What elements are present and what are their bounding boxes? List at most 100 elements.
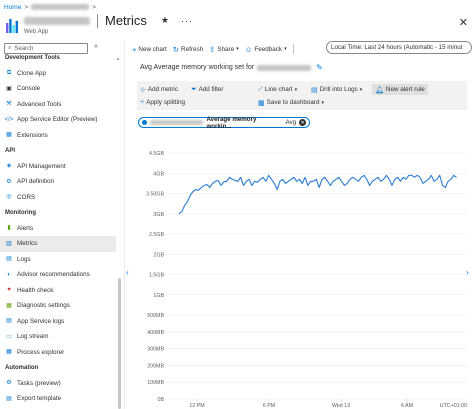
breadcrumb-resource-link[interactable] <box>31 4 90 10</box>
log-stream-icon: ▭ <box>6 333 12 340</box>
breadcrumb-separator: > <box>24 3 29 11</box>
refresh-icon: ↻ <box>172 44 180 54</box>
apply-splitting-button[interactable]: ⑂ Apply splitting <box>140 97 185 108</box>
sidebar-item-label: Tasks (preview) <box>17 379 61 387</box>
sidebar-item-tasks-preview[interactable]: ⚙ Tasks (preview) <box>0 376 116 392</box>
menu-scrollbar-thumb[interactable] <box>118 278 121 409</box>
tasks-icon: ⚙ <box>6 380 12 387</box>
share-button[interactable]: ⇪ Share ▾ <box>209 45 239 54</box>
chart-title[interactable]: Avg Average memory working set for ✎ <box>140 63 323 72</box>
add-metric-button[interactable]: ⊹ Add metric <box>140 84 178 95</box>
sidebar-item-export-template[interactable]: ▤ Export template <box>0 391 116 407</box>
alert-bell-icon: 🔔︎ <box>375 86 384 94</box>
favorite-star-icon[interactable]: ★ <box>160 15 169 25</box>
editor-icon: </> <box>4 116 14 123</box>
menu-section-automation: Automation <box>5 364 39 371</box>
y-tick-label: 200MB <box>147 363 164 369</box>
collapse-menu-icon[interactable]: « <box>94 43 98 50</box>
breadcrumb-home-link[interactable]: Home <box>4 3 22 11</box>
add-metric-label: Add metric <box>147 86 178 93</box>
sidebar-item-label: Clone App <box>17 69 47 77</box>
sidebar-item-logs[interactable]: ▤ Logs <box>0 252 116 268</box>
app-service-logs-icon: ▤ <box>6 318 12 325</box>
logs-icon: ▤ <box>6 256 12 263</box>
sidebar-item-label: API Management <box>17 162 66 170</box>
x-tick-label: Wed 13 <box>332 403 350 409</box>
console-icon: ▣ <box>6 85 12 92</box>
page-title: Metrics <box>105 13 147 28</box>
sidebar-item-label: CORS <box>17 193 36 201</box>
scroll-up-arrow-icon[interactable]: ▲ <box>116 56 120 61</box>
new-alert-rule-button[interactable]: 🔔︎ New alert rule <box>372 84 428 95</box>
search-placeholder: Search <box>14 45 34 52</box>
chevron-down-icon: ▾ <box>321 99 325 106</box>
advisor-icon: ◐ <box>7 271 11 278</box>
sidebar-item-clone-app[interactable]: ⧉ Clone App <box>0 66 116 82</box>
edit-pencil-icon[interactable]: ✎ <box>316 63 323 72</box>
save-to-dashboard-label: Save to dashboard <box>266 99 320 106</box>
time-range-picker[interactable]: Local Time: Last 24 hours (Automatic - 1… <box>326 41 472 54</box>
sidebar-item-api-management[interactable]: ◈ API Management <box>0 159 116 175</box>
feedback-button[interactable]: ☺ Feedback ▾ <box>245 45 287 54</box>
metrics-toolbar: + New chart ↻ Refresh ⇪ Share ▾ ☺ Feedba… <box>126 41 474 57</box>
chevron-down-icon: ▾ <box>359 86 363 93</box>
chart-card: Avg Average memory working set for ✎ ⊹ A… <box>133 59 474 409</box>
sidebar-item-process-explorer[interactable]: ▦ Process explorer <box>0 345 116 361</box>
y-tick-label: 2GB <box>153 252 164 258</box>
metric-pill[interactable]: Average memory workin... Avg ✕ <box>138 116 310 130</box>
sidebar-item-metrics[interactable]: ▥ Metrics <box>0 236 116 252</box>
feedback-label: Feedback <box>254 45 283 53</box>
y-tick-label: 300MB <box>147 347 164 353</box>
health-check-icon: ♥ <box>7 287 11 294</box>
sidebar-item-label: Diagnostic settings <box>17 302 70 310</box>
sidebar-item-cors[interactable]: ◎ CORS <box>0 190 116 206</box>
breadcrumb: Home > > <box>4 2 96 12</box>
chart-pan-right-icon[interactable]: › <box>466 268 469 277</box>
refresh-button[interactable]: ↻ Refresh <box>173 45 203 54</box>
sidebar-item-log-stream[interactable]: ▭ Log stream <box>0 329 116 345</box>
sidebar-item-label: Log stream <box>17 333 49 341</box>
sidebar-item-label: Advanced Tools <box>17 100 62 108</box>
sidebar-item-label: Logs <box>17 255 31 263</box>
chart-pan-left-icon[interactable]: ‹ <box>126 268 129 277</box>
menu-list: Development Tools ⧉ Clone App ▣ Console ⚒ Adva… <box>0 50 116 407</box>
sidebar-item-health-check[interactable]: ♥ Health check <box>0 283 116 299</box>
save-to-dashboard-dropdown[interactable]: ▦ Save to dashboard ▾ <box>258 97 324 108</box>
smiley-icon: ☺ <box>244 44 253 54</box>
sidebar-item-console[interactable]: ▣ Console <box>0 81 116 97</box>
y-tick-label: 2.5GB <box>149 232 164 238</box>
extensions-icon: ▦ <box>6 132 12 139</box>
blade-header: Metrics ★ ··· Web App ✕ <box>0 12 474 38</box>
remove-metric-icon[interactable]: ✕ <box>299 119 307 126</box>
sidebar-item-label: App Service Editor (Preview) <box>17 116 98 124</box>
chevron-down-icon: ▾ <box>284 46 287 52</box>
sidebar-item-label: App Service logs <box>17 317 65 325</box>
drill-into-logs-dropdown[interactable]: ▤ Drill into Logs ▾ <box>311 84 362 95</box>
chart-title-resource <box>257 64 312 71</box>
y-tick-label: 1GB <box>153 293 164 299</box>
sidebar-item-api-definition[interactable]: ⚙ API definition <box>0 174 116 190</box>
y-tick-label: 400MB <box>147 330 164 336</box>
add-filter-button[interactable]: ⏷ Add filter <box>191 84 223 95</box>
sidebar-item-diagnostic-settings[interactable]: ▦ Diagnostic settings <box>0 298 116 314</box>
sidebar-item-label: Process explorer <box>17 348 65 356</box>
close-icon[interactable]: ✕ <box>458 17 468 29</box>
menu-search-input[interactable]: ⌕ Search <box>4 43 88 54</box>
line-chart-dropdown[interactable]: ⟋ Line chart ▾ <box>258 84 297 95</box>
pill-resource-name <box>149 120 204 125</box>
y-tick-label: 4GB <box>153 171 164 177</box>
more-options-icon[interactable]: ··· <box>180 15 193 26</box>
sidebar-item-alerts[interactable]: ▮ Alerts <box>0 221 116 237</box>
refresh-label: Refresh <box>181 45 204 53</box>
sidebar-item-advisor-recommendations[interactable]: ◐ Advisor recommendations <box>0 267 116 283</box>
menu-section-api: API <box>5 147 16 154</box>
sidebar-item-advanced-tools[interactable]: ⚒ Advanced Tools <box>0 97 116 113</box>
sidebar-item-extensions[interactable]: ▦ Extensions <box>0 128 116 144</box>
new-chart-button[interactable]: + New chart <box>132 45 167 54</box>
sidebar-item-app-service-editor-preview[interactable]: </> App Service Editor (Preview) <box>0 112 116 128</box>
sidebar-item-label: Export template <box>17 395 62 403</box>
series-color-dot <box>142 120 147 125</box>
x-tick-label: 12 PM <box>189 403 204 409</box>
x-tick-label: 6 AM <box>401 403 413 409</box>
sidebar-item-app-service-logs[interactable]: ▤ App Service logs <box>0 314 116 330</box>
